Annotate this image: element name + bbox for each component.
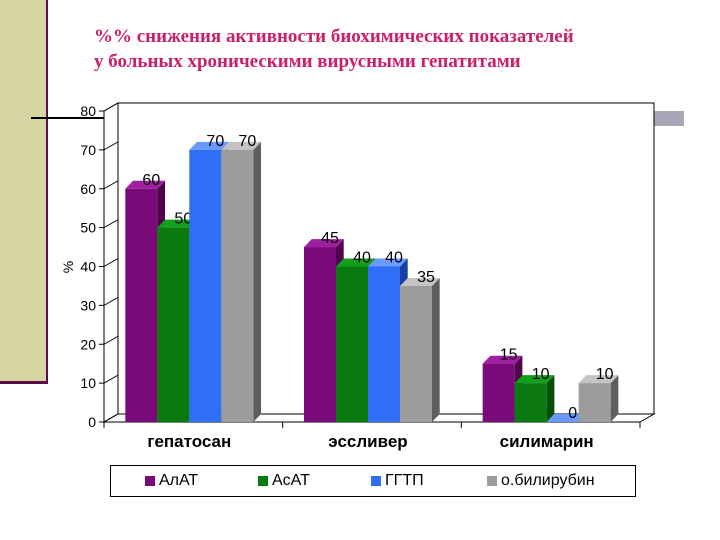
bar-asat-2-top [514,375,555,384]
chart-legend: АлАТ АсАТ ГГТП о.билирубин [110,465,636,497]
bar-bilirubin-1 [400,285,432,422]
data-label-ggtp-1: 40 [385,250,403,267]
y-tick-depth-0 [103,413,119,423]
data-label-asat-2: 10 [532,366,550,383]
bar-alat-2-top [482,355,523,364]
legend-swatch-bilirubin [487,476,497,486]
legend-item-asat: АсАТ [258,472,310,490]
data-label-bilirubin-2: 10 [596,366,614,383]
bar-bilirubin-1-side [432,277,440,422]
slide-title: %% снижения активности биохимических пок… [94,24,694,74]
bar-asat-0 [157,227,190,422]
bar-asat-1 [336,266,368,422]
bar-alat-0 [125,188,158,422]
y-tick-depth-80 [103,102,119,112]
y-tick-label-0: 0 [88,414,96,430]
data-label-alat-2: 15 [500,347,518,364]
y-tick-depth-30 [103,296,119,306]
bar-asat-0-top [157,219,198,228]
legend-swatch-alat [145,476,155,486]
bar-alat-2 [482,363,515,422]
y-tick-depth-10 [103,374,119,384]
data-label-ggtp-2: 0 [568,405,577,422]
y-tick-label-20: 20 [80,336,96,352]
legend-item-alat: АлАТ [145,472,198,490]
bar-ggtp-1-top [368,258,408,267]
bar-ggtp-1 [368,266,400,422]
data-label-asat-0: 50 [174,211,192,228]
slide-title-line-1: %% снижения активности биохимических пок… [94,26,574,47]
data-label-ggtp-0: 70 [206,133,224,150]
y-tick-label-50: 50 [80,220,96,236]
bar-asat-1-top [336,258,376,267]
side-decoration-line [0,381,48,384]
slide-title-line-2: у больных хроническими вирусными гепатит… [94,51,521,72]
x-category-label-1: эссливер [328,432,407,451]
bar-bilirubin-2-side [610,375,619,422]
y-axis-label: % [60,261,76,273]
x-category-label-0: гепатосан [147,432,231,451]
bar-ggtp-0-top [189,141,230,150]
data-label-alat-1: 45 [321,230,339,247]
legend-item-ggtp: ГГТП [371,472,424,490]
legend-swatch-asat [258,476,268,486]
bar-alat-0-top [125,180,166,189]
y-tick-label-80: 80 [80,103,96,119]
legend-label-bilirubin: о.билирубин [501,472,595,489]
legend-label-alat: АлАТ [159,472,199,489]
y-tick-depth-50 [103,219,119,229]
y-tick-depth-40 [103,258,119,267]
bar-bilirubin-2 [578,383,611,422]
legend-label-asat: АсАТ [272,472,310,489]
bar-bilirubin-0-top [221,141,262,150]
x-category-label-2: силимарин [500,432,594,451]
data-label-asat-1: 40 [353,250,371,267]
y-tick-depth-60 [103,180,119,190]
y-tick-label-60: 60 [80,181,96,197]
bar-bilirubin-0 [221,149,254,422]
bar-bilirubin-0-side [253,141,262,422]
data-label-bilirubin-1: 35 [417,269,435,286]
bar-asat-2 [514,383,547,422]
legend-label-ggtp: ГГТП [385,472,424,489]
y-tick-label-40: 40 [80,259,96,275]
bar-asat-2-side [546,375,555,422]
legend-item-bilirubin: о.билирубин [487,472,595,490]
data-label-bilirubin-0: 70 [238,133,256,150]
bar-ggtp-0 [189,149,222,422]
y-tick-depth-70 [103,141,119,151]
legend-swatch-ggtp [371,476,381,486]
bar-bilirubin-1-top [400,277,440,286]
y-tick-label-30: 30 [80,297,96,313]
y-tick-depth-20 [103,335,119,345]
y-tick-label-10: 10 [80,375,96,391]
bar-alat-1-top [304,239,344,248]
data-label-alat-0: 60 [142,172,160,189]
side-decoration-panel [0,0,48,383]
bar-ggtp-2-top [546,414,587,422]
bar-bilirubin-2-top [578,375,619,384]
y-tick-label-70: 70 [80,142,96,158]
bar-alat-1 [304,247,336,422]
